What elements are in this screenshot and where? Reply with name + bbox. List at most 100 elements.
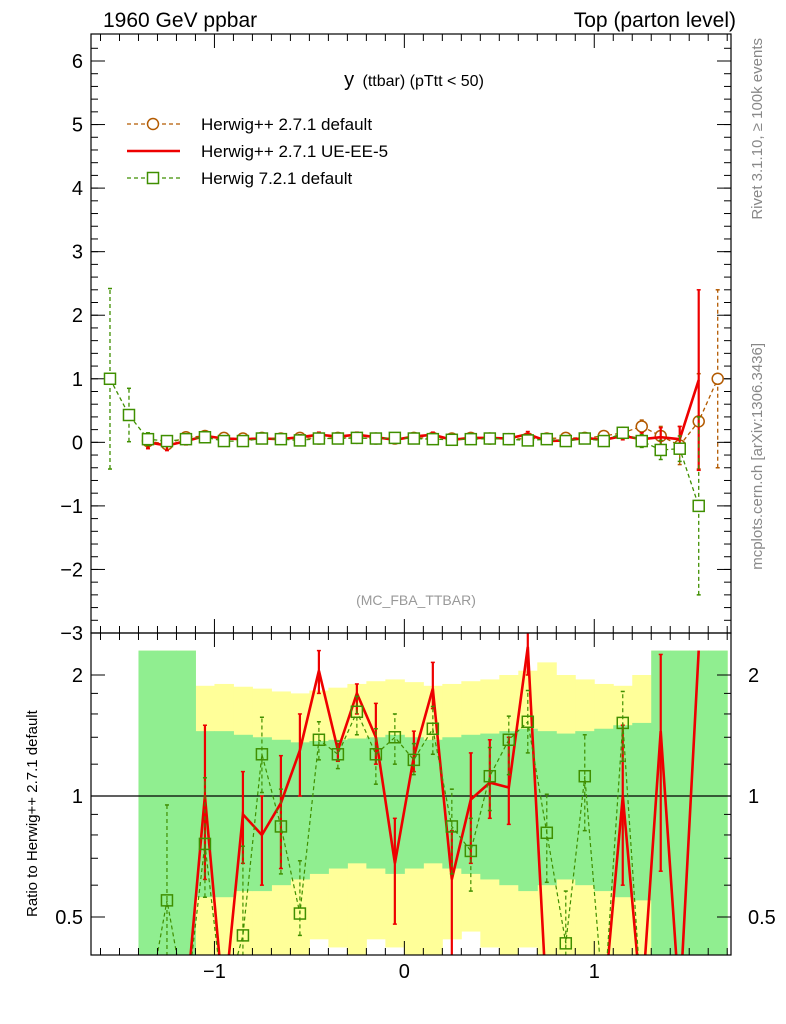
green-band <box>138 650 158 955</box>
main-panel: 6 5 4 3 2 1 0 −1 −2 −3 y (ttbar) (pTtt < 50) (MC_… <box>60 33 732 645</box>
analysis-watermark: (MC_FBA_TTBAR) <box>356 592 476 608</box>
rivet-version-label: Rivet 3.1.10, ≥ 100k events <box>749 38 766 220</box>
ratio-line <box>156 710 639 955</box>
ratio-point <box>521 715 535 729</box>
green-band <box>689 650 709 955</box>
green-band <box>347 738 367 864</box>
data-point <box>217 434 231 448</box>
ratio-point <box>312 733 326 747</box>
ratio-panel-frame <box>90 632 732 956</box>
ratio-point <box>255 748 269 761</box>
data-point <box>635 434 648 448</box>
data-point <box>122 408 136 422</box>
main-panel-title-sub: (ttbar) (pTtt < 50) <box>363 73 484 90</box>
ratio-point <box>616 716 630 730</box>
header-energy-label: 1960 GeV ppbar <box>103 9 257 32</box>
x-tick-label: −1 <box>203 961 226 983</box>
data-point <box>407 432 421 445</box>
data-point <box>483 432 497 445</box>
data-point <box>426 432 440 446</box>
green-band <box>708 650 728 955</box>
ratio-point <box>483 769 497 783</box>
ratio-y-tick-label-right: 0.5 <box>748 907 776 929</box>
data-point <box>141 432 155 446</box>
ratio-point <box>502 733 516 747</box>
series-3 <box>103 287 705 596</box>
ratio-panel-ticks: 2 2 1 1 0.5 0.5 −1 0 1 <box>55 633 776 983</box>
data-point <box>559 434 573 448</box>
data-point <box>255 432 269 445</box>
green-band <box>404 737 424 869</box>
ratio-point <box>540 826 554 840</box>
y-tick-label: 3 <box>72 242 83 264</box>
ratio-point <box>198 837 212 851</box>
legend-label: Herwig++ 2.7.1 UE-EE-5 <box>201 142 388 161</box>
y-tick-label: 2 <box>72 305 83 327</box>
header-process-label: Top (parton level) <box>574 9 736 32</box>
ratio-y-tick-label-right: 2 <box>748 665 759 687</box>
green-band <box>670 650 690 955</box>
ratio-point <box>236 929 250 942</box>
y-tick-label: −1 <box>60 496 83 518</box>
green-band <box>290 742 310 880</box>
data-point <box>274 432 288 446</box>
data-point <box>597 434 611 448</box>
data-point <box>312 432 326 445</box>
data-point <box>521 434 535 447</box>
green-band <box>632 722 652 901</box>
data-point <box>369 432 383 445</box>
data-point <box>673 442 686 455</box>
green-band <box>556 733 576 880</box>
data-point <box>388 431 402 445</box>
data-point <box>331 432 345 445</box>
data-point <box>293 434 307 447</box>
ratio-y-tick-label-right: 1 <box>748 786 759 808</box>
green-band <box>328 739 348 869</box>
main-panel-title-main: y <box>344 69 354 91</box>
series-line <box>109 378 700 507</box>
green-band <box>157 650 177 955</box>
ratio-point <box>331 748 345 761</box>
y-tick-label: 6 <box>72 51 83 73</box>
ratio-point <box>274 820 288 833</box>
data-point <box>578 432 592 445</box>
main-panel-frame <box>90 33 732 634</box>
y-tick-label: 1 <box>72 369 83 391</box>
y-tick-label: −3 <box>60 623 83 645</box>
ratio-point <box>350 705 364 719</box>
data-point <box>179 432 193 446</box>
ratio-series <box>156 633 700 955</box>
legend-label: Herwig 7.2.1 default <box>201 169 352 188</box>
green-band <box>537 731 557 886</box>
data-point <box>464 432 478 446</box>
green-band <box>309 741 329 874</box>
data-point <box>236 434 250 448</box>
legend-marker <box>146 171 160 185</box>
green-band <box>176 650 196 955</box>
ratio-y-tick-label: 1 <box>72 786 83 808</box>
green-band <box>518 728 538 892</box>
ratio-point <box>388 731 402 744</box>
x-tick-label: 0 <box>399 961 410 983</box>
data-point <box>654 443 667 457</box>
ratio-y-tick-label: 0.5 <box>55 907 83 929</box>
legend-label: Herwig++ 2.7.1 default <box>201 115 372 134</box>
ratio-point <box>464 844 478 858</box>
data-point <box>540 432 554 446</box>
ratio-point <box>293 907 307 920</box>
ratio-point <box>407 753 421 767</box>
ratio-point <box>445 820 459 833</box>
data-point <box>350 431 364 445</box>
green-band <box>423 739 443 864</box>
ratio-y-tick-label: 2 <box>72 665 83 687</box>
legend-marker <box>146 117 160 131</box>
data-point <box>445 433 459 447</box>
top-panel-ticks: 6 5 4 3 2 1 0 −1 −2 −3 <box>60 34 731 645</box>
data-point <box>616 426 630 440</box>
green-band <box>594 728 614 892</box>
data-point <box>103 372 117 386</box>
ratio-point <box>426 722 440 735</box>
y-tick-label: −2 <box>60 559 83 581</box>
y-tick-label: 0 <box>72 432 83 454</box>
